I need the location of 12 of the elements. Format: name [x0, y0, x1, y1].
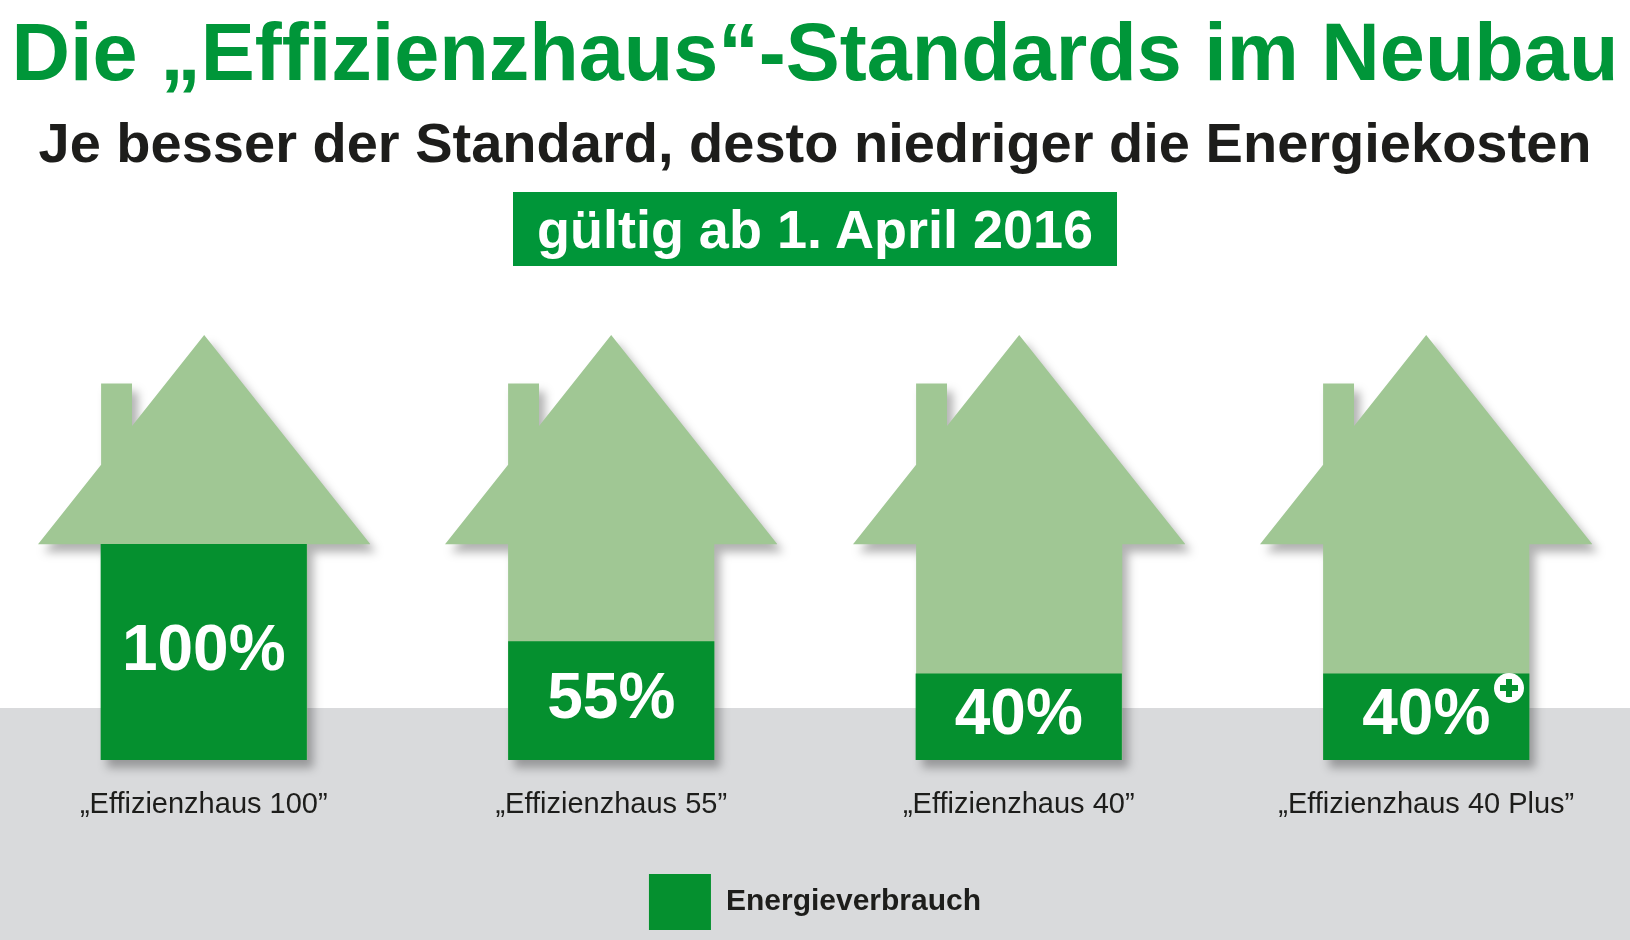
text: gültig ab 1. April 2016	[512, 192, 1118, 266]
legend-label: Energieverbrauch	[725, 883, 982, 917]
x-tick-label: „Effizienzhaus 100”	[79, 787, 328, 820]
data-label: 40%	[1362, 676, 1491, 749]
x-tick-label: „Effizienzhaus 40 Plus”	[1278, 787, 1575, 820]
chart-subtitle: Je besser der Standard, desto niedriger die Energiekosten	[37, 111, 1593, 175]
data-label: 100%	[121, 611, 286, 684]
x-tick-label: „Effizienzhaus 55”	[495, 787, 728, 820]
data-label: 40%	[954, 676, 1083, 749]
x-tick-label: „Effizienzhaus 40”	[902, 787, 1135, 820]
data-label: 55%	[547, 660, 676, 733]
chart-title: Die „Effizienzhaus“-Standards im Neubau	[10, 7, 1620, 97]
